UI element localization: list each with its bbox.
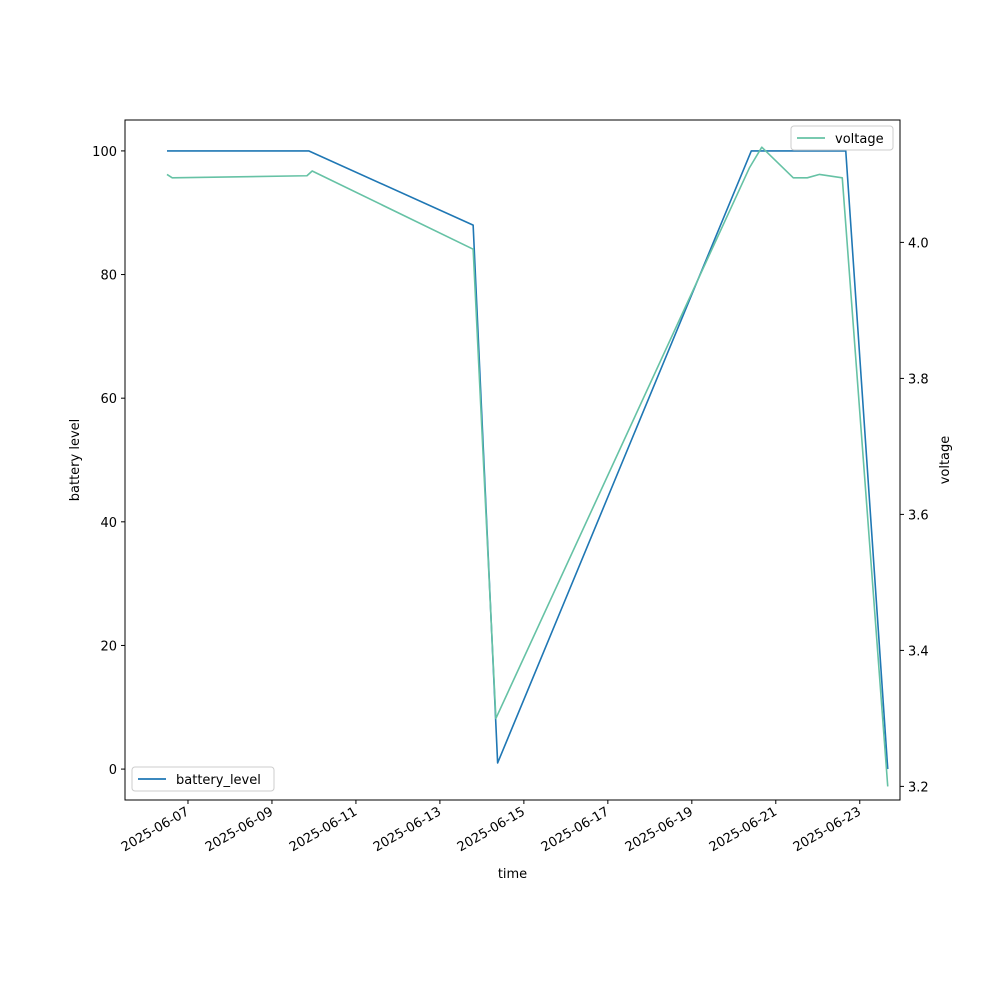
legend-label-battery_level: battery_level — [176, 773, 261, 788]
x-tick-label: 2025-06-17 — [539, 804, 612, 855]
legend-layer: battery_level voltage — [131, 125, 894, 792]
series-line-battery_level — [166, 150, 889, 770]
legend-box-voltage — [790, 125, 894, 151]
legend-box-battery_level — [131, 766, 275, 792]
y-left-tick-label: 100 — [92, 145, 117, 160]
x-tick-label: 2025-06-21 — [707, 804, 780, 855]
y-axis-title-left: battery level — [68, 419, 83, 502]
y-left-tick-label: 0 — [109, 763, 117, 778]
y-right-tick-label: 3.4 — [908, 644, 929, 659]
y-left-tick-label: 80 — [100, 269, 117, 284]
x-tick-label: 2025-06-07 — [119, 804, 192, 855]
y-axis-title-right: voltage — [938, 436, 953, 485]
y-left-tick-label: 40 — [100, 516, 117, 531]
y-right-tick-label: 3.8 — [908, 372, 929, 387]
x-tick-label: 2025-06-19 — [623, 804, 696, 855]
plot-area-frame — [124, 119, 901, 801]
series-layer — [166, 146, 889, 787]
y-right-tick-label: 3.2 — [908, 780, 929, 795]
y-left-tick-label: 60 — [100, 392, 117, 407]
x-axis-title: time — [498, 867, 527, 882]
y-right-tick-label: 4.0 — [908, 236, 929, 251]
x-tick-label: 2025-06-11 — [287, 804, 360, 855]
legend-label-voltage: voltage — [835, 132, 884, 147]
x-tick-label: 2025-06-15 — [455, 804, 528, 855]
series-line-voltage — [166, 146, 889, 787]
ticks-layer: 2025-06-07 2025-06-09 2025-06-11 2025-06-13… — [92, 145, 929, 855]
x-tick-label: 2025-06-09 — [203, 804, 276, 855]
x-tick-label: 2025-06-13 — [371, 804, 444, 855]
x-tick-label: 2025-06-23 — [791, 804, 864, 855]
y-left-tick-label: 20 — [100, 639, 117, 654]
y-right-tick-label: 3.6 — [908, 508, 929, 523]
